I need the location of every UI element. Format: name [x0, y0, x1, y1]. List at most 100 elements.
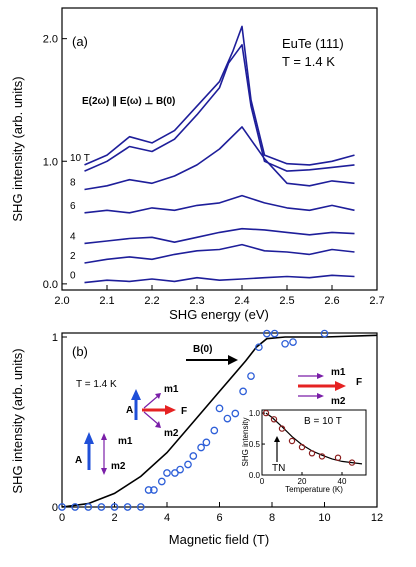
- inset-data-point: [334, 454, 342, 461]
- data-point: [223, 414, 232, 423]
- series-label-0: 0: [70, 271, 76, 282]
- inset-data-point: [270, 416, 278, 423]
- panel-a-x-tick-label: 2.7: [369, 295, 384, 307]
- inset: 0 20 40 0.0 0.5 1.0 B = 10 T TN Temperature (…: [241, 409, 367, 494]
- data-point: [247, 372, 255, 380]
- panel-a-x-tick-label: 2.4: [234, 295, 249, 307]
- panel-b-x-tick-label: 10: [318, 512, 330, 524]
- data-point: [270, 329, 279, 338]
- data-point: [176, 465, 184, 474]
- data-point: [202, 438, 211, 447]
- data-point: [84, 503, 93, 511]
- series-label-4: 8: [70, 177, 76, 188]
- canted-m2-head: [155, 421, 161, 428]
- data-point: [184, 460, 192, 469]
- panel-a-series-labels: 0 2 4 6 8 10 T: [70, 153, 90, 282]
- panel-b-x-tick-label: 12: [371, 512, 383, 524]
- series-label-2: 4: [70, 231, 76, 242]
- tn-arrow-head: [274, 436, 280, 442]
- panel-b-axes: 0 2 4 6 8 10 12 0 1: [52, 332, 383, 524]
- canted-a-label: A: [126, 405, 133, 416]
- canted-m1-head: [155, 393, 161, 399]
- series-line-2: [84, 227, 355, 245]
- data-point: [58, 503, 66, 511]
- sat-m2-head: [317, 393, 324, 399]
- panel-a-x-tick-label: 2.5: [279, 295, 294, 307]
- panel-b-points: [58, 329, 329, 511]
- data-point: [150, 486, 158, 494]
- sat-m1-label: m1: [331, 367, 346, 378]
- data-point: [123, 503, 132, 511]
- panel-b-x-tick-label: 4: [164, 512, 170, 524]
- panel-a-axes: 2.0 2.1 2.2 2.3 2.4 2.5 2.6 2.7 0.0 1.0 2.0: [43, 34, 385, 307]
- panel-b: 0 2 4 6 8 10 12 0 1 (b) T = 1.4 K Magnetic field…: [10, 329, 383, 547]
- inset-axes: 0 20 40 0.0 0.5 1.0: [249, 409, 347, 486]
- field-arrow-head: [228, 355, 238, 365]
- panel-b-subtitle: T = 1.4 K: [76, 379, 117, 390]
- data-point: [210, 426, 219, 435]
- panel-a-title: EuTe (111): [282, 36, 344, 51]
- data-point: [144, 486, 153, 494]
- tn-label: TN: [272, 463, 285, 474]
- canted-m1-label: m1: [164, 384, 179, 395]
- panel-a-y-tick-label: 1.0: [43, 156, 58, 168]
- fit-curve: [61, 334, 378, 508]
- inset-x-tick-label: 0: [260, 477, 265, 486]
- canted-m2-label: m2: [164, 428, 179, 439]
- data-point: [231, 409, 240, 418]
- inset-points: [262, 409, 356, 466]
- inset-x-tick-label: 40: [338, 477, 347, 486]
- canted-a-arrow-head: [131, 389, 141, 400]
- panel-b-ylabel: SHG intensity (arb. units): [10, 348, 25, 493]
- canted-m2-arrow: [143, 411, 159, 425]
- inset-data-point: [298, 443, 306, 451]
- data-point: [71, 503, 79, 511]
- data-point: [262, 329, 271, 338]
- panel-a-curves: [84, 25, 355, 284]
- inset-y-tick-label: 0.0: [249, 471, 261, 480]
- data-point: [136, 503, 145, 511]
- sat-f-arrow-head: [335, 381, 346, 391]
- inset-xlabel: Temperature (K): [285, 485, 343, 494]
- panel-b-y-tick-label: 1: [52, 332, 58, 344]
- inset-data-point: [262, 409, 270, 417]
- series-label-3: 6: [70, 201, 76, 212]
- panel-a-y-tick-label: 2.0: [43, 34, 58, 46]
- panel-a-frame: [61, 7, 378, 291]
- panel-b-xlabel: Magnetic field (T): [169, 532, 269, 547]
- panel-a: 2.0 2.1 2.2 2.3 2.4 2.5 2.6 2.7 0.0 1.0 2.0 0 2 4 6 8 1…: [10, 7, 385, 322]
- data-point: [171, 469, 179, 477]
- data-point: [163, 469, 171, 477]
- panel-a-label: (a): [72, 34, 88, 49]
- panel-a-xlabel: SHG energy (eV): [169, 307, 269, 322]
- vertical-a-label: A: [75, 455, 82, 466]
- data-point: [255, 343, 263, 352]
- panel-b-x-tick-label: 0: [59, 512, 65, 524]
- series-line-5: [84, 25, 355, 166]
- panel-a-ylabel: SHG intensity (arb. units): [10, 76, 25, 221]
- data-point: [281, 339, 289, 348]
- panel-a-x-tick-label: 2.2: [144, 295, 159, 307]
- panel-a-x-tick-label: 2.0: [54, 295, 69, 307]
- panel-a-x-tick-label: 2.6: [324, 295, 339, 307]
- inset-data-point: [278, 425, 286, 432]
- panel-b-y-tick-label: 0: [52, 502, 58, 514]
- sat-m2-label: m2: [331, 396, 346, 407]
- canted-f-label: F: [181, 406, 187, 417]
- series-line-6: [84, 44, 355, 172]
- panel-a-subtitle: T = 1.4 K: [282, 54, 335, 69]
- series-line-0: [84, 274, 355, 284]
- series-label-1: 2: [70, 251, 76, 262]
- data-point: [157, 477, 166, 486]
- vertical-a-arrow-head: [84, 432, 94, 444]
- vertical-m2-head: [101, 468, 107, 475]
- inset-y-tick-label: 0.5: [249, 440, 261, 449]
- vertical-m2-label: m2: [111, 461, 126, 472]
- series-label-5: 10 T: [70, 153, 90, 164]
- inset-x-tick-label: 20: [298, 477, 307, 486]
- panel-a-x-tick-label: 2.3: [189, 295, 204, 307]
- data-point: [239, 387, 247, 396]
- panel-b-x-tick-label: 8: [269, 512, 275, 524]
- vertical-m1-label: m1: [118, 436, 133, 447]
- inset-data-point: [348, 459, 356, 466]
